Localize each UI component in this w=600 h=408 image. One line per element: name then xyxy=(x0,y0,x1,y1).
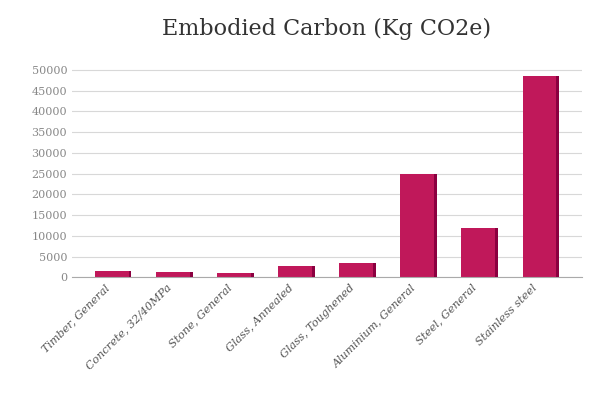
Polygon shape xyxy=(190,272,193,277)
Bar xyxy=(278,266,312,277)
Polygon shape xyxy=(373,263,376,277)
Bar xyxy=(217,273,251,277)
Polygon shape xyxy=(434,173,437,277)
Bar xyxy=(461,228,495,277)
Bar xyxy=(95,271,129,277)
Polygon shape xyxy=(251,273,254,277)
Polygon shape xyxy=(129,271,131,277)
Polygon shape xyxy=(495,228,498,277)
Title: Embodied Carbon (Kg CO2e): Embodied Carbon (Kg CO2e) xyxy=(163,18,491,40)
Polygon shape xyxy=(312,266,314,277)
Bar xyxy=(400,173,434,277)
Bar xyxy=(340,263,373,277)
Bar xyxy=(523,76,556,277)
Polygon shape xyxy=(556,76,559,277)
Bar xyxy=(156,272,190,277)
